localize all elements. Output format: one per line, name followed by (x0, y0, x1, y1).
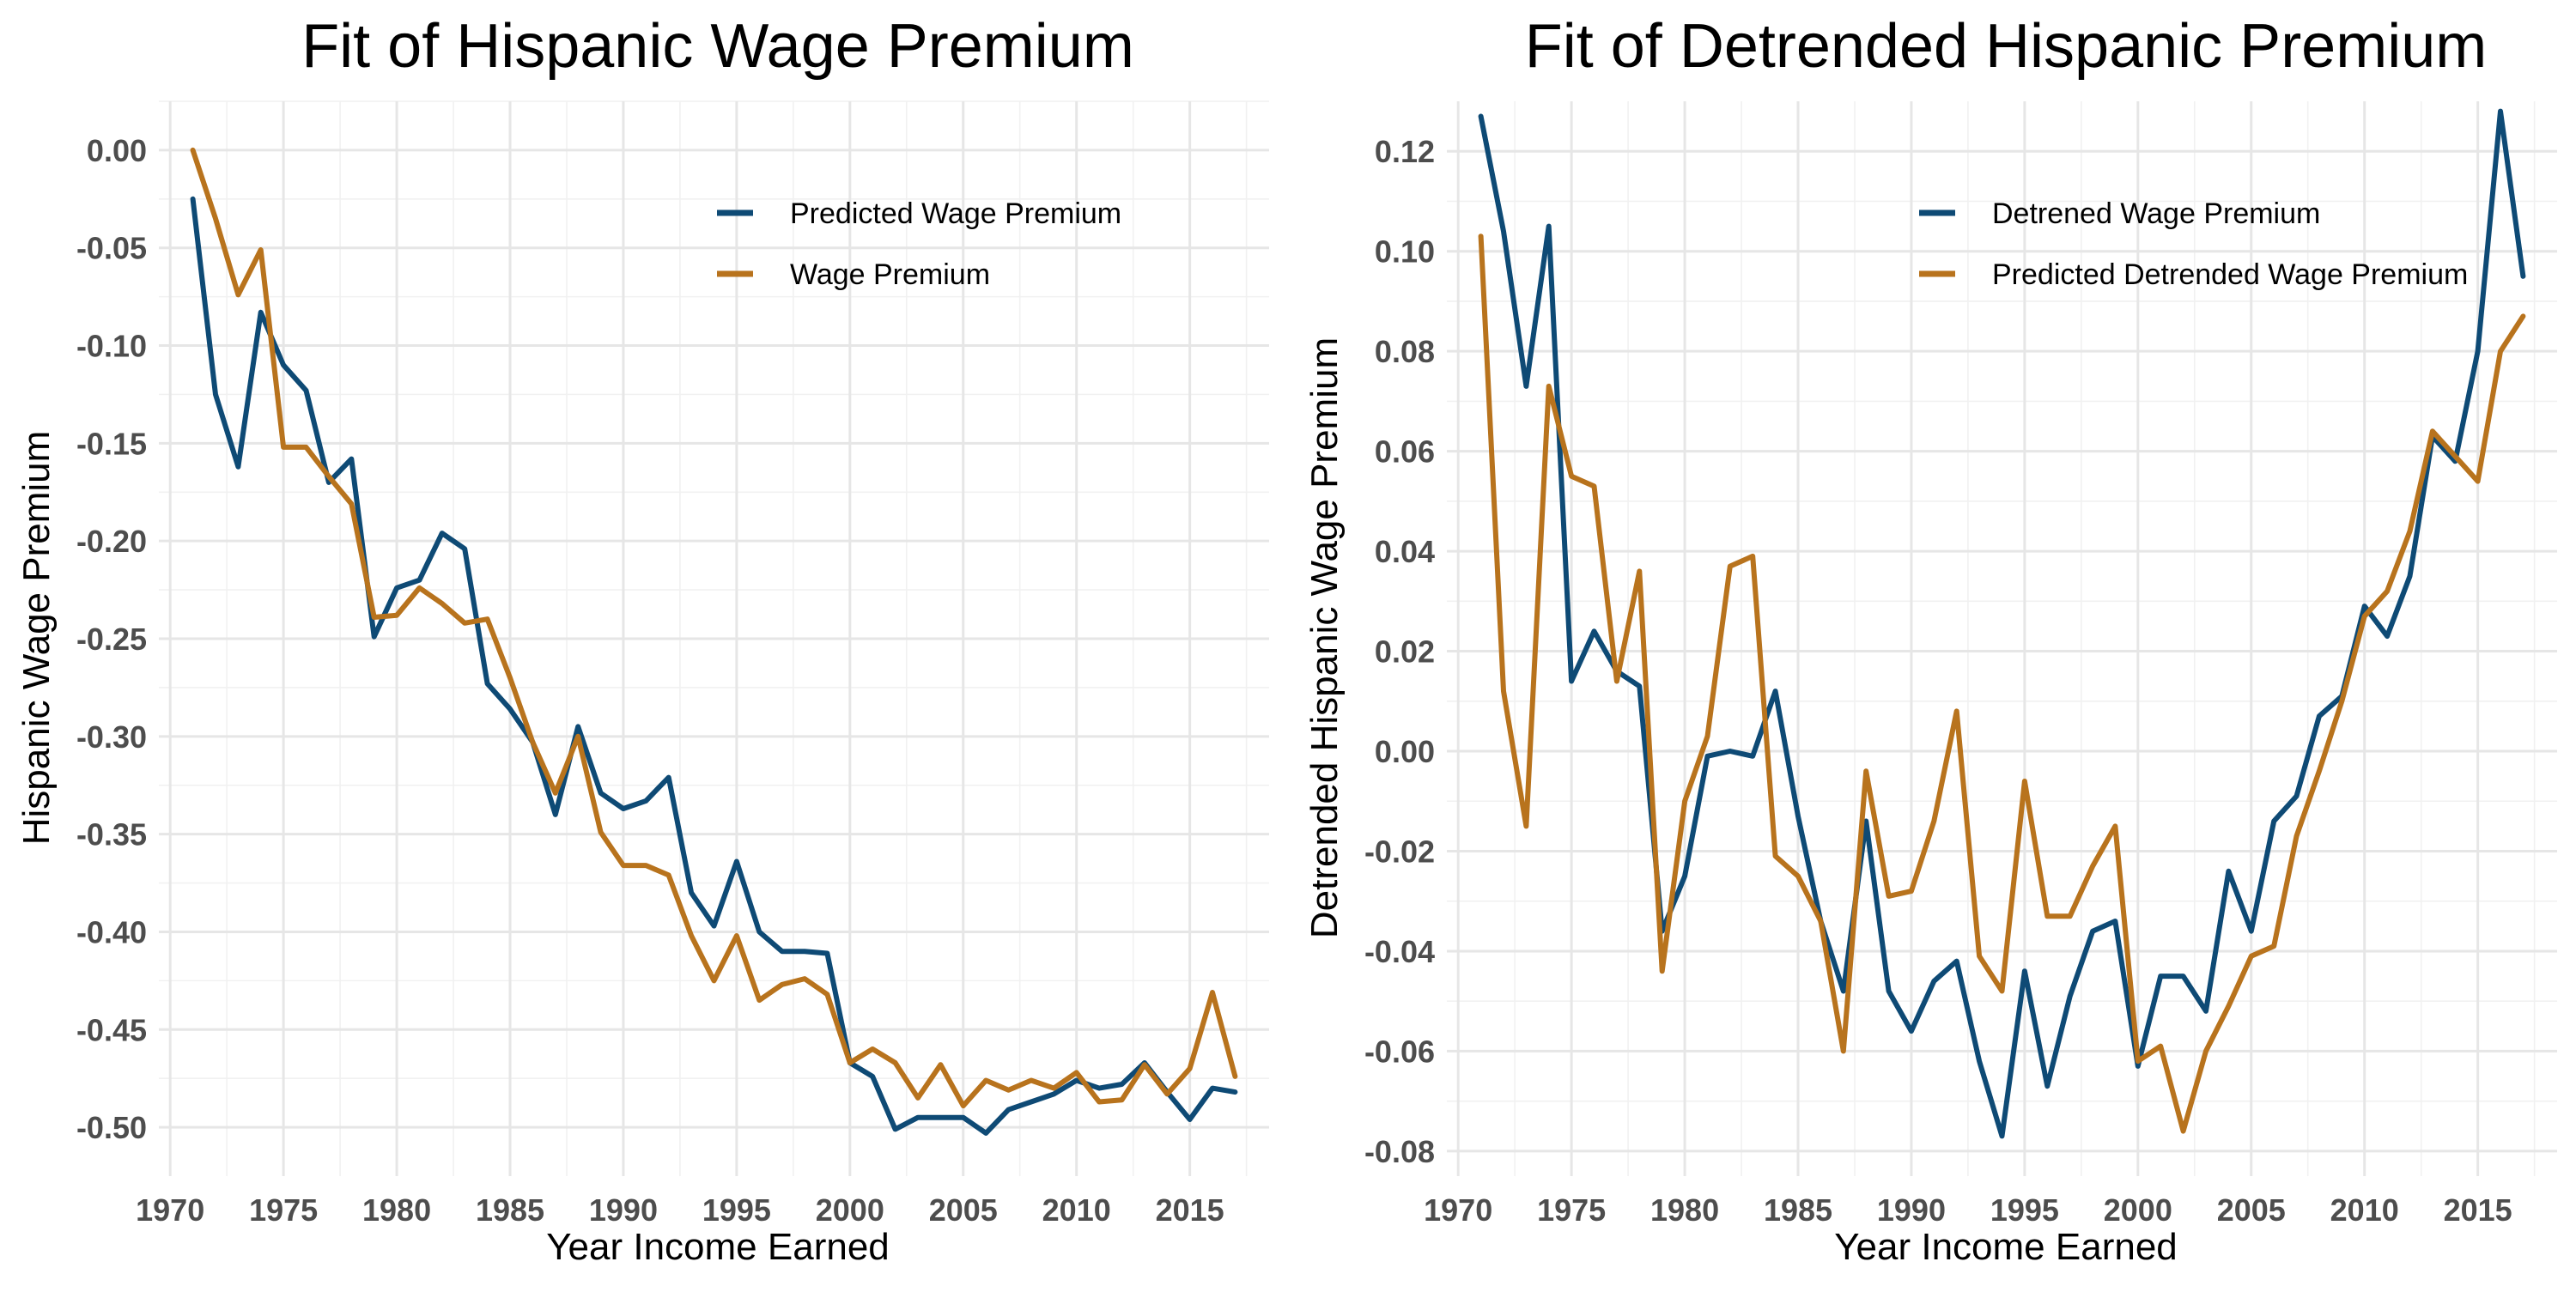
x-tick-label: 1985 (476, 1192, 544, 1228)
y-tick-label: -0.10 (76, 329, 147, 364)
left-chart-x-tick-labels: 1970 1975 1980 1985 1990 1995 2000 2005 2010 2015 (136, 1192, 1224, 1228)
left-chart-gridlines (159, 100, 1269, 1176)
y-tick-label: -0.05 (76, 231, 147, 266)
y-tick-label: 0.00 (1375, 734, 1435, 769)
x-tick-label: 2015 (1156, 1192, 1224, 1228)
y-tick-label: -0.25 (76, 622, 147, 657)
right-chart-y-tick-labels: 0.12 0.10 0.08 0.06 0.04 0.02 0.00 -0.02 -0.04 -0… (1364, 134, 1435, 1169)
y-tick-label: -0.04 (1364, 934, 1435, 969)
x-tick-label: 1985 (1764, 1192, 1832, 1228)
legend-label-predicted-detrended-wage-premium: Predicted Detrended Wage Premium (1992, 258, 2468, 291)
series-line-wage-premium (190, 147, 1238, 1109)
x-tick-label: 2005 (929, 1192, 998, 1228)
left-chart-y-tick-labels: 0.00 -0.05 -0.10 -0.15 -0.20 -0.25 -0.30 -0.35 -… (76, 133, 147, 1145)
series-line-predicted-wage-premium (190, 196, 1238, 1136)
x-tick-label: 1995 (702, 1192, 771, 1228)
x-tick-label: 1990 (589, 1192, 658, 1228)
left-chart-title: Fit of Hispanic Wage Premium (301, 12, 1134, 81)
left-chart-y-axis-title: Hispanic Wage Premium (15, 431, 58, 846)
y-tick-label: -0.15 (76, 426, 147, 461)
right-chart-series-lines (1478, 108, 2526, 1139)
y-tick-label: 0.04 (1375, 534, 1435, 569)
right-chart-y-axis-title: Detrended Hispanic Wage Premium (1303, 337, 1346, 938)
x-tick-label: 1980 (1650, 1192, 1719, 1228)
legend-label-wage-premium: Wage Premium (790, 258, 990, 291)
x-tick-label: 1975 (1537, 1192, 1606, 1228)
right-chart-title: Fit of Detrended Hispanic Premium (1525, 12, 2487, 81)
y-tick-label: -0.02 (1364, 834, 1435, 869)
y-tick-label: 0.10 (1375, 234, 1435, 270)
right-chart-legend: Detrened Wage Premium Predicted Detrended… (1919, 197, 2468, 291)
y-tick-label: 0.08 (1375, 334, 1435, 369)
y-tick-label: 0.02 (1375, 634, 1435, 670)
y-tick-label: 0.00 (87, 133, 147, 168)
right-chart-gridlines (1447, 101, 2557, 1176)
x-tick-label: 1990 (1877, 1192, 1946, 1228)
x-tick-label: 2010 (2330, 1192, 2399, 1228)
x-tick-label: 2000 (816, 1192, 884, 1228)
right-chart-x-tick-labels: 1970 1975 1980 1985 1990 1995 2000 2005 2010 2015 (1424, 1192, 2512, 1228)
y-tick-label: -0.06 (1364, 1034, 1435, 1069)
x-tick-label: 2015 (2444, 1192, 2512, 1228)
x-tick-label: 2010 (1042, 1192, 1111, 1228)
x-tick-label: 1980 (362, 1192, 431, 1228)
x-tick-label: 2005 (2217, 1192, 2286, 1228)
y-tick-label: 0.06 (1375, 434, 1435, 470)
legend-label-predicted-wage-premium: Predicted Wage Premium (790, 197, 1121, 230)
x-tick-label: 1970 (1424, 1192, 1492, 1228)
x-tick-label: 1970 (136, 1192, 204, 1228)
y-tick-label: -0.35 (76, 817, 147, 852)
y-tick-label: -0.08 (1364, 1134, 1435, 1169)
y-tick-label: -0.50 (76, 1110, 147, 1145)
y-tick-label: -0.45 (76, 1012, 147, 1047)
right-chart-panel: 0.12 0.10 0.08 0.06 0.04 0.02 0.00 -0.02 -0.04 -0… (1303, 12, 2557, 1268)
x-tick-label: 1975 (249, 1192, 318, 1228)
y-tick-label: -0.40 (76, 914, 147, 949)
y-tick-label: 0.12 (1375, 134, 1435, 169)
y-tick-label: -0.30 (76, 719, 147, 755)
right-chart-x-axis-title: Year Income Earned (1834, 1226, 2178, 1268)
legend-label-detrened-wage-premium: Detrened Wage Premium (1992, 197, 2320, 230)
series-line-predicted-detrended-wage-premium (1478, 234, 2526, 1134)
x-tick-label: 1995 (1990, 1192, 2059, 1228)
left-chart-series-lines (190, 147, 1238, 1136)
left-chart-x-axis-title: Year Income Earned (546, 1226, 890, 1268)
left-chart-panel: 0.00 -0.05 -0.10 -0.15 -0.20 -0.25 -0.30 -0.35 -… (15, 12, 1269, 1268)
y-tick-label: -0.20 (76, 524, 147, 559)
left-chart-legend: Predicted Wage Premium Wage Premium (717, 197, 1121, 291)
x-tick-label: 2000 (2104, 1192, 2172, 1228)
